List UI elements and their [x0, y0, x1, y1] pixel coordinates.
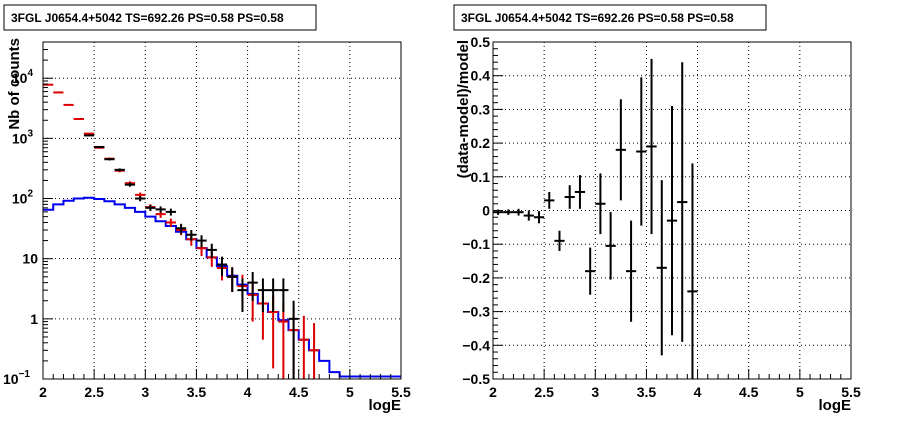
right-x-tick-label: 5.5	[841, 384, 861, 400]
right-y-tick-label: 0.3	[471, 101, 491, 117]
right-y-tick-label: 0.2	[471, 135, 491, 151]
right-x-tick-label: 4.5	[739, 384, 759, 400]
red-model-point	[63, 103, 74, 106]
left-x-tick-label: 3.5	[187, 384, 207, 400]
right-y-tick-label: −0.2	[462, 270, 490, 286]
residual-point	[533, 211, 545, 224]
residual-point	[666, 106, 678, 336]
red-model-point	[43, 83, 54, 86]
left-frame	[42, 41, 402, 380]
data-point	[247, 272, 258, 301]
data-point	[124, 182, 136, 187]
left-y-tick-label: 103	[12, 128, 34, 146]
residual-point	[625, 220, 637, 322]
right-y-tick-label: −0.4	[462, 337, 490, 353]
data-point	[104, 158, 115, 161]
data-point	[155, 206, 166, 213]
residual-point	[595, 173, 606, 235]
residual-point	[544, 191, 555, 209]
left-y-tick-label: 102	[12, 189, 34, 207]
left-x-tick-label: 2.5	[84, 384, 104, 400]
left-title-frame	[3, 4, 317, 31]
right-grid	[493, 42, 851, 379]
right-title-box: 3FGL J0654.4+5042 TS=692.26 PS=0.58 PS=0…	[453, 4, 767, 31]
residual-point	[677, 62, 688, 342]
left-grid	[43, 42, 401, 379]
left-x-axis-label: logE	[369, 397, 402, 414]
residual-point	[554, 230, 565, 251]
left-x-tick-label: 5	[346, 384, 354, 400]
left-x-tick-label: 5.5	[391, 384, 411, 400]
right-y-tick-label: 0.1	[471, 169, 491, 185]
data-point	[206, 243, 217, 258]
left-x-tick-label: 4	[244, 384, 252, 400]
red-model-point	[308, 323, 320, 379]
red-model-point	[83, 132, 95, 135]
residual-point	[585, 247, 596, 295]
right-x-tick-label: 2.5	[534, 384, 554, 400]
right-x-tick-label: 4	[694, 384, 702, 400]
residual-point	[564, 185, 575, 209]
left-y-tick-label: 1	[30, 311, 38, 327]
left-y-tick-label: 10−1	[3, 369, 30, 387]
right-y-tick-label: 0.5	[471, 34, 491, 50]
right-x-axis-label: logE	[819, 397, 852, 414]
left-chart-title: 3FGL J0654.4+5042 TS=692.26 PS=0.58 PS=0…	[11, 11, 284, 25]
residual-point	[503, 209, 514, 215]
residual-point	[574, 175, 586, 209]
right-y-tick-label: −0.1	[462, 236, 490, 252]
right-y-tick-label: −0.5	[462, 371, 490, 387]
left-plot-area	[43, 42, 401, 379]
left-y-axis-label: Nb of counts	[6, 38, 23, 130]
left-x-tick-label: 3	[141, 384, 149, 400]
left-title-box: 3FGL J0654.4+5042 TS=692.26 PS=0.58 PS=0…	[3, 4, 317, 31]
blue-model-histogram	[43, 196, 401, 378]
data-point	[94, 145, 105, 148]
left-x-tick-label: 2	[39, 384, 47, 400]
residual-point	[636, 77, 647, 226]
data-point	[227, 267, 238, 292]
data-point	[135, 196, 146, 202]
data-point	[288, 300, 299, 379]
right-x-tick-label: 3.5	[637, 384, 657, 400]
data-point	[216, 256, 228, 276]
residual-point	[615, 99, 626, 201]
residual-point	[687, 163, 698, 379]
red-model-point	[298, 315, 309, 379]
right-y-tick-label: 0	[482, 203, 490, 219]
right-title-frame	[453, 4, 767, 31]
residual-point	[523, 210, 534, 221]
residual-point	[646, 58, 657, 235]
right-chart-title: 3FGL J0654.4+5042 TS=692.26 PS=0.58 PS=0…	[461, 11, 734, 25]
data-point	[145, 205, 156, 212]
red-model-point	[278, 302, 289, 379]
right-x-tick-label: 2	[489, 384, 497, 400]
residual-point	[605, 212, 616, 280]
data-point	[186, 229, 197, 241]
data-point	[83, 134, 95, 137]
data-point	[165, 208, 176, 216]
data-point	[196, 235, 207, 248]
red-model-point	[165, 218, 176, 227]
residual-point	[656, 180, 667, 356]
red-model-point	[73, 117, 84, 120]
left-x-tick-label: 4.5	[289, 384, 309, 400]
data-point	[175, 223, 187, 234]
data-point	[278, 278, 289, 312]
right-x-tick-label: 5	[796, 384, 804, 400]
right-y-axis-label: (data-model)/model	[455, 40, 472, 178]
left-y-tick-label: 10	[22, 251, 38, 267]
data-point	[268, 278, 279, 312]
right-x-tick-label: 3	[591, 384, 599, 400]
red-model-point	[53, 91, 64, 94]
data-point	[257, 278, 269, 312]
residual-point	[513, 208, 524, 216]
right-y-tick-label: −0.3	[462, 304, 490, 320]
right-y-tick-label: 0.4	[471, 68, 491, 84]
data-point	[114, 168, 125, 172]
data-point	[237, 278, 248, 312]
